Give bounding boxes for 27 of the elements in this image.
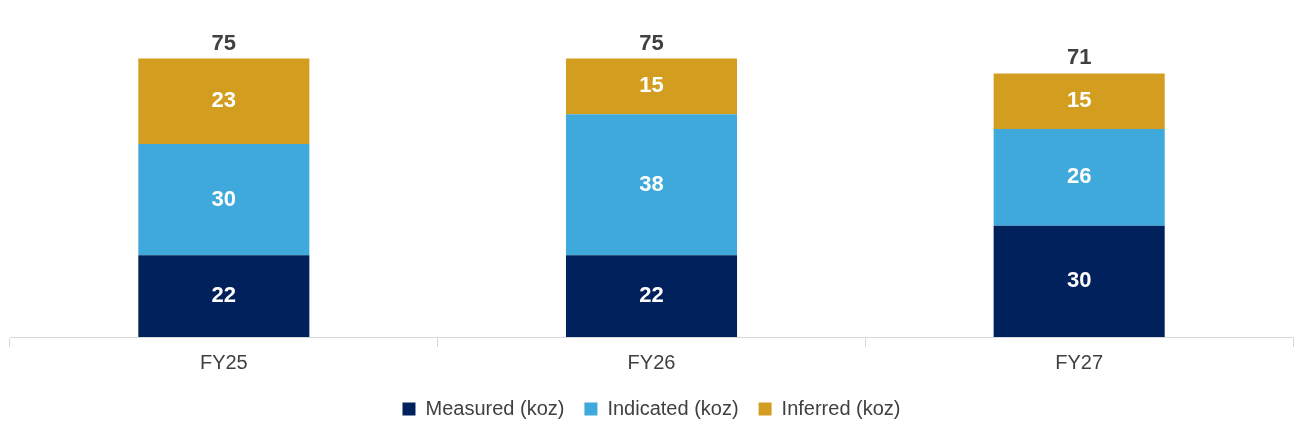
legend-label: Measured (koz)	[425, 396, 565, 419]
bar	[565, 58, 738, 115]
data-label: 30	[1066, 267, 1092, 293]
data-label: 30	[211, 185, 237, 211]
bar	[993, 129, 1165, 226]
data-label: 23	[211, 87, 237, 113]
data-label: 38	[639, 170, 664, 196]
total-label: 71	[1066, 44, 1092, 70]
data-label: 26	[1066, 163, 1092, 189]
legend-label: Inferred (koz)	[781, 396, 901, 419]
bar	[565, 255, 738, 337]
data-label: 15	[1066, 87, 1092, 113]
data-label: 15	[639, 72, 664, 98]
bar	[138, 143, 310, 256]
total-label: 75	[639, 29, 664, 55]
x-tick-label: FY25	[199, 350, 248, 373]
bar	[993, 225, 1165, 337]
data-label: 22	[211, 282, 237, 308]
bar	[138, 58, 310, 144]
bar	[993, 73, 1165, 130]
total-label: 75	[211, 29, 237, 55]
legend-label: Indicated (koz)	[607, 396, 739, 419]
x-tick-label: FY27	[1055, 350, 1104, 373]
bar	[138, 255, 310, 337]
data-label: 22	[639, 282, 664, 308]
x-tick-label: FY26	[627, 350, 676, 373]
bar	[565, 114, 738, 256]
